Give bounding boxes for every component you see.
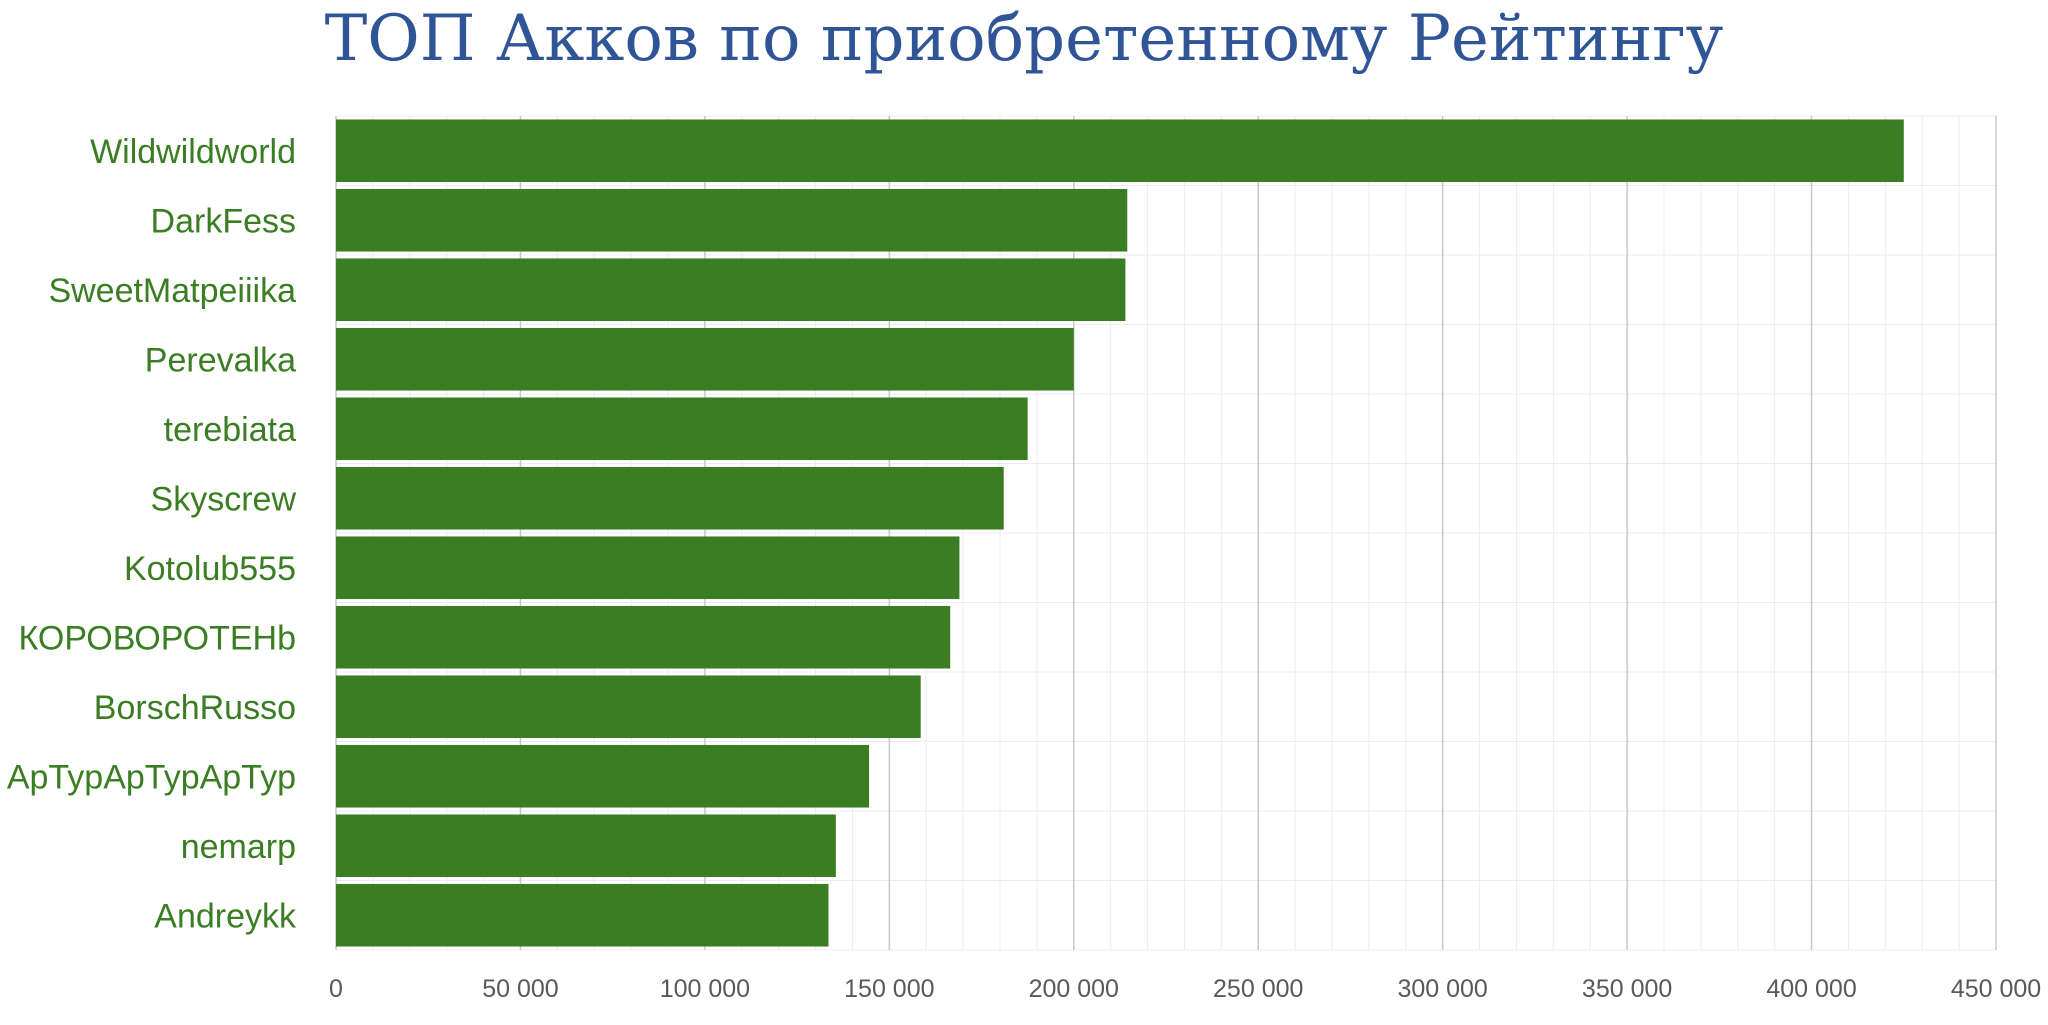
bar	[336, 188, 1128, 252]
category-label: Andreykk	[154, 897, 297, 935]
x-tick-label: 0	[329, 975, 343, 1003]
x-tick-label: 250 000	[1213, 975, 1303, 1003]
bar	[336, 675, 921, 739]
x-tick-label: 50 000	[482, 975, 558, 1003]
bar	[336, 466, 1004, 530]
category-label: Wildwildworld	[90, 133, 296, 171]
category-label: SweetMatpeiiika	[48, 272, 296, 310]
bar	[336, 605, 951, 669]
bar	[336, 258, 1126, 322]
x-tick-label: 300 000	[1397, 975, 1487, 1003]
category-label: Perevalka	[145, 341, 296, 379]
chart-title: ТОП Акков по приобретенному Рейтингу	[324, 2, 1724, 76]
bar	[336, 744, 870, 808]
bar	[336, 536, 960, 600]
category-label: Kotolub555	[124, 550, 296, 588]
bar	[336, 814, 836, 878]
category-label: КОРОВОРОТЕНb	[18, 619, 296, 657]
category-label: DarkFess	[151, 202, 296, 240]
x-tick-label: 200 000	[1029, 975, 1119, 1003]
bar	[336, 119, 1904, 183]
x-tick-label: 350 000	[1582, 975, 1672, 1003]
bar	[336, 397, 1028, 461]
x-tick-label: 150 000	[844, 975, 934, 1003]
x-tick-label: 400 000	[1766, 975, 1856, 1003]
category-label: Skyscrew	[151, 480, 297, 518]
bar	[336, 327, 1074, 391]
bar	[336, 883, 829, 947]
x-tick-label: 100 000	[660, 975, 750, 1003]
category-label: nemarp	[181, 828, 296, 866]
x-tick-label: 450 000	[1951, 975, 2041, 1003]
category-label: terebiata	[164, 411, 296, 449]
category-label: ApTypApTypApTyp	[7, 758, 296, 796]
category-label: BorschRusso	[94, 689, 296, 727]
